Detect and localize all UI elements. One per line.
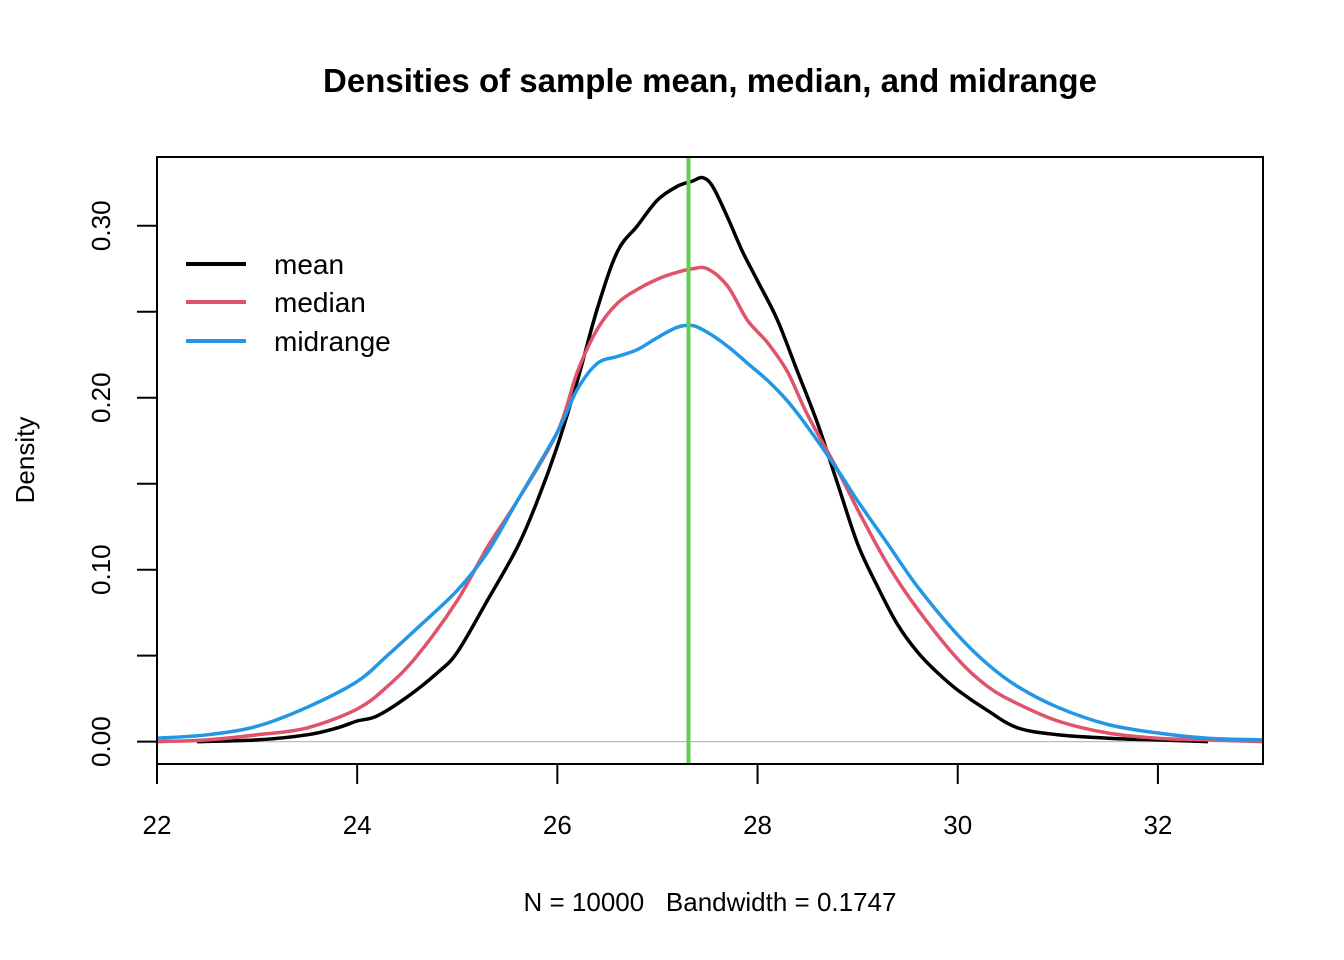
x-axis: 22 24 26 28 30 32 xyxy=(143,763,1172,840)
y-tick-label: 0.00 xyxy=(86,716,116,767)
series-lines xyxy=(157,175,1263,744)
y-tick-label: 0.30 xyxy=(86,200,116,251)
x-axis-label: N = 10000 Bandwidth = 0.1747 xyxy=(524,887,897,917)
y-tick-label: 0.10 xyxy=(86,544,116,595)
series-line-median xyxy=(157,265,1263,744)
legend-label-median: median xyxy=(274,287,366,318)
y-tick-label: 0.20 xyxy=(86,372,116,423)
y-axis-label: Density xyxy=(10,417,40,504)
x-tick-label: 26 xyxy=(543,810,572,840)
chart-title: Densities of sample mean, median, and mi… xyxy=(323,62,1097,99)
y-axis: 0.00 0.10 0.20 0.30 xyxy=(86,200,157,767)
series-line-midrange xyxy=(157,323,1263,742)
plot-area xyxy=(157,157,1263,764)
legend-label-mean: mean xyxy=(274,249,344,280)
x-tick-label: 22 xyxy=(143,810,172,840)
x-tick-label: 24 xyxy=(343,810,372,840)
x-tick-label: 30 xyxy=(943,810,972,840)
x-tick-label: 32 xyxy=(1143,810,1172,840)
series-line-mean xyxy=(196,175,1209,744)
legend: mean median midrange xyxy=(186,249,391,357)
legend-label-midrange: midrange xyxy=(274,326,391,357)
x-tick-label: 28 xyxy=(743,810,772,840)
